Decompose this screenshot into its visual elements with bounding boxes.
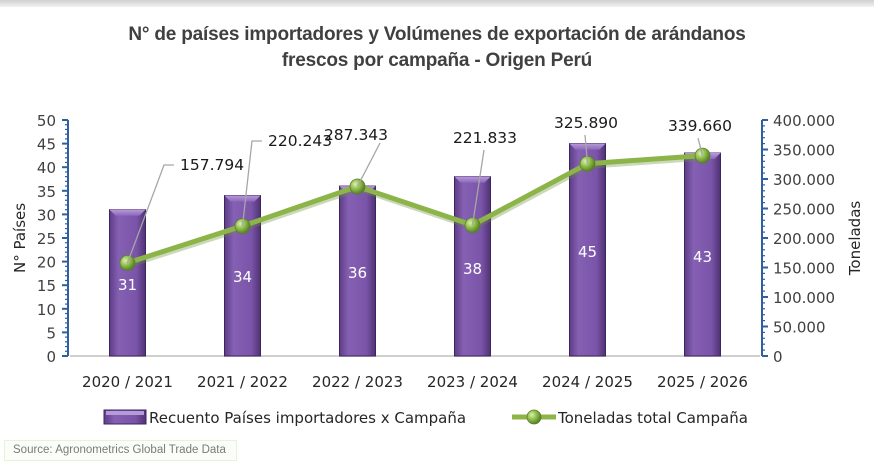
data-label-leader-line xyxy=(126,164,174,264)
y-axis-left-tick-label: 5 xyxy=(46,324,56,342)
chart-title-line-2: frescos por campaña - Origen Perú xyxy=(281,50,593,71)
x-axis-tick-label: 2025 / 2026 xyxy=(657,373,748,391)
y-axis-left-tick-label: 50 xyxy=(37,112,56,130)
bar-bevel xyxy=(454,176,491,183)
bar-value-label: 31 xyxy=(118,276,137,294)
y-axis-left-title: N° Países xyxy=(11,203,29,273)
y-axis-left-tick-label: 15 xyxy=(37,277,56,295)
y-axis-left-tick-label: 35 xyxy=(37,183,56,201)
bar-body xyxy=(569,143,606,357)
window-top-band xyxy=(0,0,874,7)
x-axis-tick-label: 2023 / 2024 xyxy=(427,373,518,391)
y-axis-right-tick-label: 0 xyxy=(773,348,783,366)
bar-body xyxy=(109,209,146,357)
bar-body xyxy=(454,176,491,357)
bar xyxy=(569,143,606,357)
data-label-leader-line xyxy=(241,140,262,227)
y-axis-right-title: Toneladas xyxy=(846,201,864,277)
bar xyxy=(109,209,146,357)
y-axis-right-tick-label: 150.000 xyxy=(773,260,835,278)
x-axis-tick-label: 2020 / 2021 xyxy=(82,373,173,391)
data-label-leader-line xyxy=(697,137,704,156)
bar-body xyxy=(339,185,376,357)
legend-item-line: Toneladas total Campaña xyxy=(512,409,748,427)
bar-bevel xyxy=(224,195,261,202)
x-axis-tick-label: 2021 / 2022 xyxy=(197,373,288,391)
legend-label-line: Toneladas total Campaña xyxy=(557,409,748,427)
bar-value-label: 34 xyxy=(233,268,252,286)
line-series xyxy=(126,153,703,266)
line-value-label: 220.243 xyxy=(268,132,332,150)
y-axis-left-tick-label: 10 xyxy=(37,301,56,319)
x-axis-tick-label: 2024 / 2025 xyxy=(542,373,633,391)
line-value-label: 157.794 xyxy=(180,156,244,174)
line-value-label: 221.833 xyxy=(453,129,517,147)
y-axis-right-tick-label: 200.000 xyxy=(773,230,835,248)
bar xyxy=(454,176,491,357)
y-axis-right-tick-label: 400.000 xyxy=(773,112,835,130)
line-value-label: 287.343 xyxy=(324,126,388,144)
line-value-label: 325.890 xyxy=(554,114,618,132)
bar-value-label: 43 xyxy=(693,248,712,266)
y-axis-right-tick-label: 350.000 xyxy=(773,142,835,160)
y-axis-right-tick-label: 100.000 xyxy=(773,289,835,307)
legend-line-marker xyxy=(526,409,542,425)
y-axis-left-tick-label: 45 xyxy=(37,136,56,154)
line-marker xyxy=(119,255,136,271)
data-label-leader-line xyxy=(356,142,381,187)
legend-item-bars: Recuento Países importadores x Campaña xyxy=(103,409,466,427)
y-axis-left-tick-label: 30 xyxy=(37,206,56,224)
y-axis-left-tick-label: 40 xyxy=(37,159,56,177)
data-label-leader-line xyxy=(471,149,485,226)
chart-title-line-1: N° de países importadores y Volúmenes de… xyxy=(128,24,746,45)
bar-bevel xyxy=(569,143,606,150)
y-axis-right-tick-label: 50.000 xyxy=(773,319,826,337)
legend-label-bars: Recuento Países importadores x Campaña xyxy=(149,409,466,427)
y-axis-left-tick-label: 25 xyxy=(37,230,56,248)
bar-value-label: 36 xyxy=(348,264,367,282)
data-label-leader-line xyxy=(584,134,589,164)
x-axis-tick-label: 2022 / 2023 xyxy=(312,373,403,391)
y-axis-right-tick-label: 250.000 xyxy=(773,201,835,219)
bar-value-label: 38 xyxy=(463,260,482,278)
y-axis-left-tick-label: 0 xyxy=(46,348,56,366)
legend-bar-swatch-bevel xyxy=(106,411,144,415)
y-axis-right-tick-label: 300.000 xyxy=(773,171,835,189)
y-axis-left-tick-label: 20 xyxy=(37,254,56,272)
bar-value-label: 45 xyxy=(578,243,597,261)
line-value-label: 339.660 xyxy=(668,117,732,135)
source-note: Source: Agronometrics Global Trade Data xyxy=(4,440,237,461)
bar-bevel xyxy=(109,209,146,216)
